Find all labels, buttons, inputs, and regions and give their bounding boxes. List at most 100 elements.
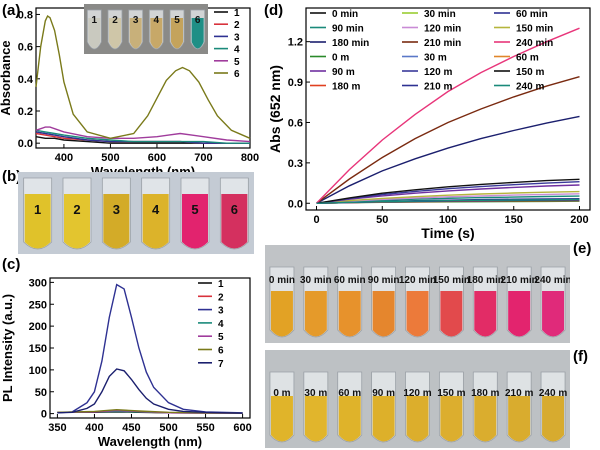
tube-label-photo-f-5: 150 m [437,388,465,399]
panel-label-b: (b) [2,168,22,185]
photo-b: 1 2 3 4 5 6 [18,172,254,254]
x-tick-label-d: 50 [376,214,388,226]
series-line-a-3 [35,129,250,144]
tube-label-photo-b-5: 6 [231,202,238,217]
tube-label-photo-e-5: 150 min [433,275,470,286]
tube-label-photo-e-0: 0 min [269,275,295,286]
tube-liquid-photo-e-5 [440,291,463,337]
legend-label-a-2: 3 [234,32,240,43]
tube-liquid-photo-f-2 [338,396,361,442]
x-tick-label-a: 500 [101,152,119,164]
tube-liquid-photo-f-1 [304,396,327,442]
panel-label-d: (d) [264,2,284,19]
legend-label-d-2: 60 min [516,9,548,20]
tube-label-photo-b-1: 2 [73,202,80,217]
y-tick-label-a: 0.4 [18,74,34,86]
tube-label-photo-e-2: 60 min [334,275,366,286]
series-line-d-14 [316,178,580,204]
series-line-d-6 [316,115,580,204]
tube-liquid-photo-inset-a-1 [109,18,121,49]
x-tick-label-d: 0 [313,214,319,226]
photo-inset-a: 1 2 3 4 5 6 [84,4,208,54]
legend-label-a-1: 2 [234,20,240,31]
legend-label-c-0: 1 [218,279,224,290]
legend-label-d-0: 0 min [332,9,358,20]
legend-label-c-6: 7 [218,359,224,370]
panel-label-f: (f) [573,348,588,365]
legend-label-d-4: 120 min [424,24,461,35]
tube-liquid-photo-e-1 [304,291,327,337]
tube-label-photo-f-4: 120 m [403,388,431,399]
y-tick-label-d: 0.9 [288,77,303,89]
y-tick-label-c: 0 [41,409,47,421]
tube-label-photo-inset-a-5: 6 [195,15,201,26]
tube-liquid-photo-inset-a-0 [88,18,101,49]
tube-liquid-photo-b-5 [221,194,248,249]
series-line-d-17 [316,198,580,204]
tube-label-photo-e-1: 30 min [300,275,332,286]
tube-label-photo-f-6: 180 m [471,388,499,399]
legend-label-d-12: 90 m [332,67,355,78]
tube-liquid-photo-e-7 [508,291,531,337]
legend-label-d-3: 90 min [332,24,364,35]
tube-liquid-photo-f-8 [542,396,565,442]
tube-liquid-photo-e-4 [406,291,429,337]
tube-label-photo-inset-a-1: 2 [112,15,118,26]
tube-liquid-photo-b-2 [103,194,130,249]
y-tick-label-d: 0.0 [288,198,303,210]
legend-label-d-6: 180 min [332,38,369,49]
series-line-d-12 [316,184,580,204]
tube-label-photo-e-4: 120 min [399,275,436,286]
legend-label-d-8: 240 min [516,38,553,49]
y-tick-label-c: 150 [29,343,47,355]
legend-label-d-10: 30 m [424,53,447,64]
y-tick-label-c: 250 [29,299,47,311]
series-line-d-8 [315,27,580,204]
x-tick-label-d: 100 [439,214,457,226]
legend-label-d-9: 0 m [332,53,349,64]
tube-label-photo-inset-a-2: 3 [133,15,139,26]
tube-label-photo-inset-a-0: 1 [92,15,98,26]
x-tick-label-a: 800 [241,152,259,164]
y-tick-label-a: 0.2 [18,106,33,118]
legend-label-d-15: 180 m [332,82,360,93]
tube-liquid-photo-e-6 [474,291,497,337]
photo-f: 0 m 30 m 60 m 90 m 120 m 150 m 180 m 210 m 240 m [265,350,570,448]
legend-label-d-16: 210 m [424,82,452,93]
tube-label-photo-e-3: 90 min [368,275,400,286]
series-line-a-2 [35,131,250,144]
panel-label-a: (a) [2,2,21,19]
x-axis-label-c: Wavelength (nm) [98,434,202,449]
tube-liquid-photo-f-3 [372,396,395,442]
legend-label-a-5: 6 [234,69,240,80]
x-tick-label-d: 200 [570,214,588,226]
tube-liquid-photo-inset-a-4 [171,18,183,49]
tube-liquid-photo-f-5 [440,396,463,442]
tube-liquid-photo-b-4 [182,194,208,249]
tube-label-photo-f-1: 30 m [304,388,327,399]
tube-label-photo-f-0: 0 m [273,388,290,399]
series-line-d-7 [316,76,580,204]
tube-liquid-photo-inset-a-2 [129,18,142,49]
tube-liquid-photo-e-2 [338,291,361,337]
tube-label-photo-inset-a-4: 5 [174,15,180,26]
tube-liquid-photo-b-0 [24,194,51,249]
legend-label-d-5: 150 min [516,24,553,35]
x-tick-label-a: 600 [148,152,166,164]
legend-label-c-3: 4 [218,319,224,330]
tube-liquid-photo-inset-a-3 [150,18,163,49]
x-tick-label-c: 550 [196,422,214,434]
y-tick-label-a: 0.0 [18,138,33,150]
tube-liquid-photo-e-0 [270,291,293,337]
x-tick-label-d: 150 [505,214,523,226]
legend-label-d-11: 60 m [516,53,539,64]
tube-label-photo-f-3: 90 m [372,388,395,399]
legend-label-a-3: 4 [234,45,240,56]
legend-label-a-4: 5 [234,57,240,68]
legend-label-d-14: 150 m [516,67,544,78]
x-tick-label-c: 450 [122,422,140,434]
photo-e: 0 min 30 min 60 min 90 min 120 min 150 min 180… [265,245,570,343]
legend-label-c-2: 3 [218,306,224,317]
tube-liquid-photo-f-0 [270,396,293,442]
